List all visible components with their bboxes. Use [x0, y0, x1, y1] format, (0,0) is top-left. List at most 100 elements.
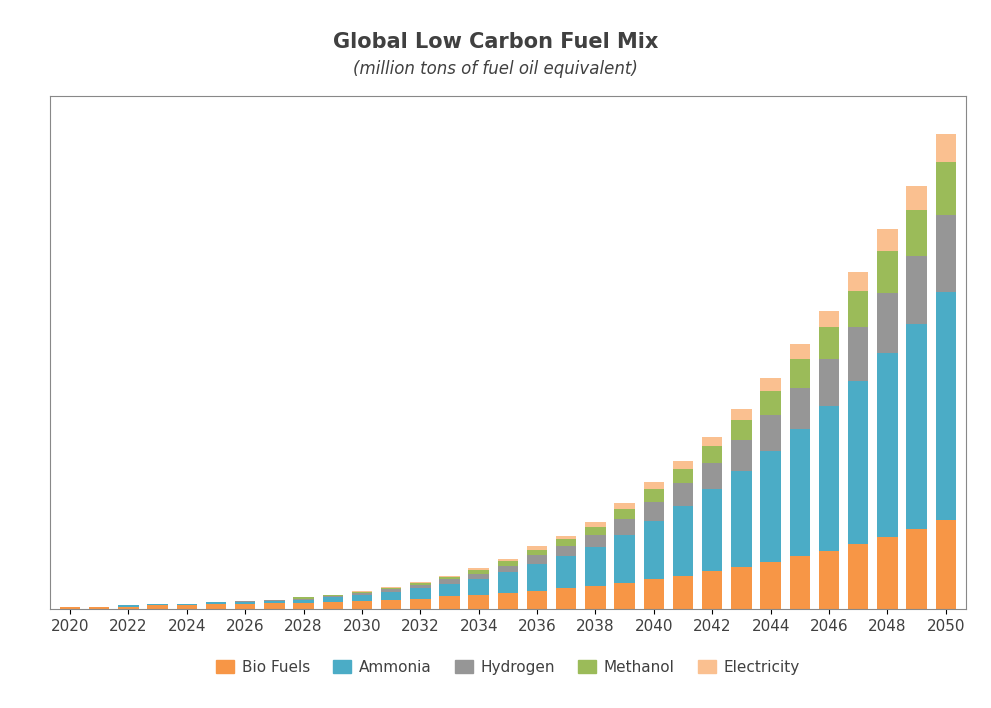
Bar: [877, 353, 898, 537]
Bar: [293, 603, 314, 609]
Bar: [848, 291, 868, 327]
Bar: [322, 602, 343, 609]
Text: Global Low Carbon Fuel Mix: Global Low Carbon Fuel Mix: [333, 32, 658, 52]
Bar: [907, 324, 927, 529]
Title: Global Low Carbon Fuel Mix
(million tons of fuel oil equivalent): Global Low Carbon Fuel Mix (million tons…: [0, 707, 1, 708]
Bar: [469, 568, 489, 570]
Bar: [556, 539, 577, 546]
Bar: [381, 588, 401, 590]
Bar: [586, 535, 606, 547]
Bar: [848, 544, 868, 609]
Bar: [293, 599, 314, 600]
Bar: [439, 584, 460, 596]
Bar: [877, 537, 898, 609]
Bar: [614, 508, 635, 519]
Bar: [235, 605, 256, 609]
Bar: [586, 547, 606, 586]
Bar: [556, 546, 577, 556]
Bar: [790, 556, 810, 609]
Bar: [790, 428, 810, 556]
Bar: [381, 590, 401, 592]
Bar: [643, 579, 664, 609]
Bar: [877, 251, 898, 293]
Bar: [760, 415, 781, 452]
Bar: [265, 601, 284, 603]
Bar: [352, 593, 373, 595]
Bar: [148, 605, 167, 609]
Bar: [643, 489, 664, 502]
Bar: [235, 602, 256, 605]
Bar: [877, 293, 898, 353]
Bar: [352, 601, 373, 609]
Bar: [556, 588, 577, 609]
Bar: [819, 551, 839, 609]
Bar: [439, 577, 460, 579]
Bar: [731, 471, 751, 566]
Bar: [497, 566, 518, 572]
Bar: [527, 546, 547, 549]
Bar: [702, 437, 722, 446]
Legend: Bio Fuels, Ammonia, Hydrogen, Methanol, Electricity: Bio Fuels, Ammonia, Hydrogen, Methanol, …: [210, 653, 806, 681]
Bar: [907, 210, 927, 256]
Bar: [439, 576, 460, 577]
Bar: [586, 527, 606, 535]
Bar: [702, 463, 722, 489]
Bar: [410, 583, 430, 585]
Bar: [322, 596, 343, 598]
Bar: [439, 596, 460, 609]
Bar: [907, 185, 927, 210]
Bar: [936, 135, 956, 161]
Bar: [89, 607, 109, 609]
Bar: [673, 506, 694, 576]
Bar: [848, 381, 868, 544]
Bar: [673, 484, 694, 506]
Bar: [731, 440, 751, 471]
Bar: [819, 327, 839, 359]
Bar: [352, 592, 373, 593]
Bar: [614, 519, 635, 535]
Bar: [936, 215, 956, 292]
Bar: [206, 605, 226, 609]
Bar: [293, 598, 314, 599]
Bar: [819, 406, 839, 551]
Bar: [907, 256, 927, 324]
Bar: [760, 562, 781, 609]
Bar: [760, 391, 781, 415]
Bar: [877, 229, 898, 251]
Bar: [381, 600, 401, 609]
Bar: [731, 409, 751, 420]
Bar: [469, 595, 489, 609]
Bar: [265, 603, 284, 609]
Bar: [235, 601, 256, 602]
Bar: [760, 379, 781, 391]
Bar: [643, 521, 664, 579]
Bar: [497, 559, 518, 561]
Bar: [176, 605, 197, 609]
Text: (million tons of fuel oil equivalent): (million tons of fuel oil equivalent): [353, 60, 638, 78]
Bar: [936, 292, 956, 520]
Bar: [497, 561, 518, 566]
Bar: [469, 573, 489, 579]
Bar: [643, 482, 664, 489]
Bar: [673, 576, 694, 609]
Bar: [527, 549, 547, 555]
Bar: [848, 327, 868, 381]
Bar: [410, 581, 430, 583]
Bar: [118, 607, 139, 609]
Bar: [731, 566, 751, 609]
Bar: [614, 535, 635, 583]
Bar: [322, 595, 343, 596]
Bar: [497, 572, 518, 593]
Bar: [702, 489, 722, 571]
Bar: [790, 387, 810, 428]
Bar: [293, 600, 314, 603]
Bar: [643, 502, 664, 521]
Bar: [381, 587, 401, 588]
Bar: [936, 520, 956, 609]
Bar: [352, 595, 373, 601]
Bar: [790, 359, 810, 387]
Bar: [469, 579, 489, 595]
Bar: [206, 602, 226, 605]
Bar: [410, 585, 430, 588]
Bar: [439, 579, 460, 584]
